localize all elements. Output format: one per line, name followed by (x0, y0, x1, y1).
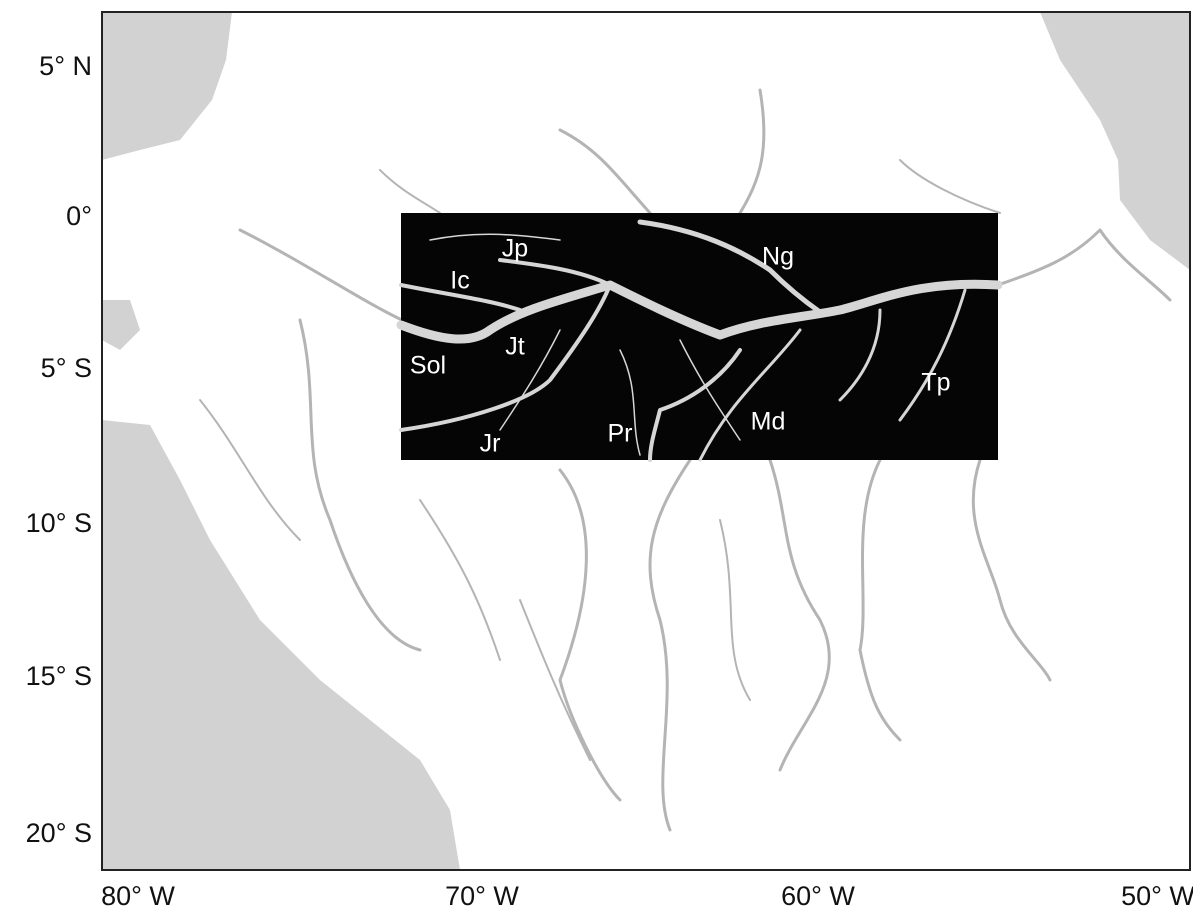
lat-label: 20° S (26, 818, 92, 848)
lon-label: 50° W (1121, 881, 1193, 911)
lat-label: 15° S (26, 661, 92, 691)
lon-label: 80° W (101, 881, 175, 911)
river-label: Jt (505, 333, 525, 361)
river-label: Jp (502, 235, 528, 263)
river-label: Md (751, 408, 786, 436)
river-label: Jr (480, 430, 501, 458)
inset-image (401, 213, 998, 460)
lon-label: 60° W (781, 881, 855, 911)
lon-label: 70° W (445, 881, 519, 911)
river-label: Pr (608, 420, 633, 448)
lat-label: 5° N (39, 51, 92, 81)
river-label: Ic (450, 267, 469, 295)
map-area (102, 12, 1190, 870)
lat-label: 5° S (41, 353, 92, 383)
river-label: Ng (762, 243, 794, 271)
lat-label: 0° (66, 201, 92, 231)
river-label: Tp (921, 369, 950, 397)
page: 5° N 0° 5° S 10° S 15° S 20° S 80° W 70° W 60° W… (0, 0, 1193, 918)
river-label: Sol (410, 352, 446, 380)
lat-label: 10° S (26, 508, 92, 538)
map-figure: 5° N 0° 5° S 10° S 15° S 20° S 80° W 70° W 60° W… (0, 0, 1193, 918)
